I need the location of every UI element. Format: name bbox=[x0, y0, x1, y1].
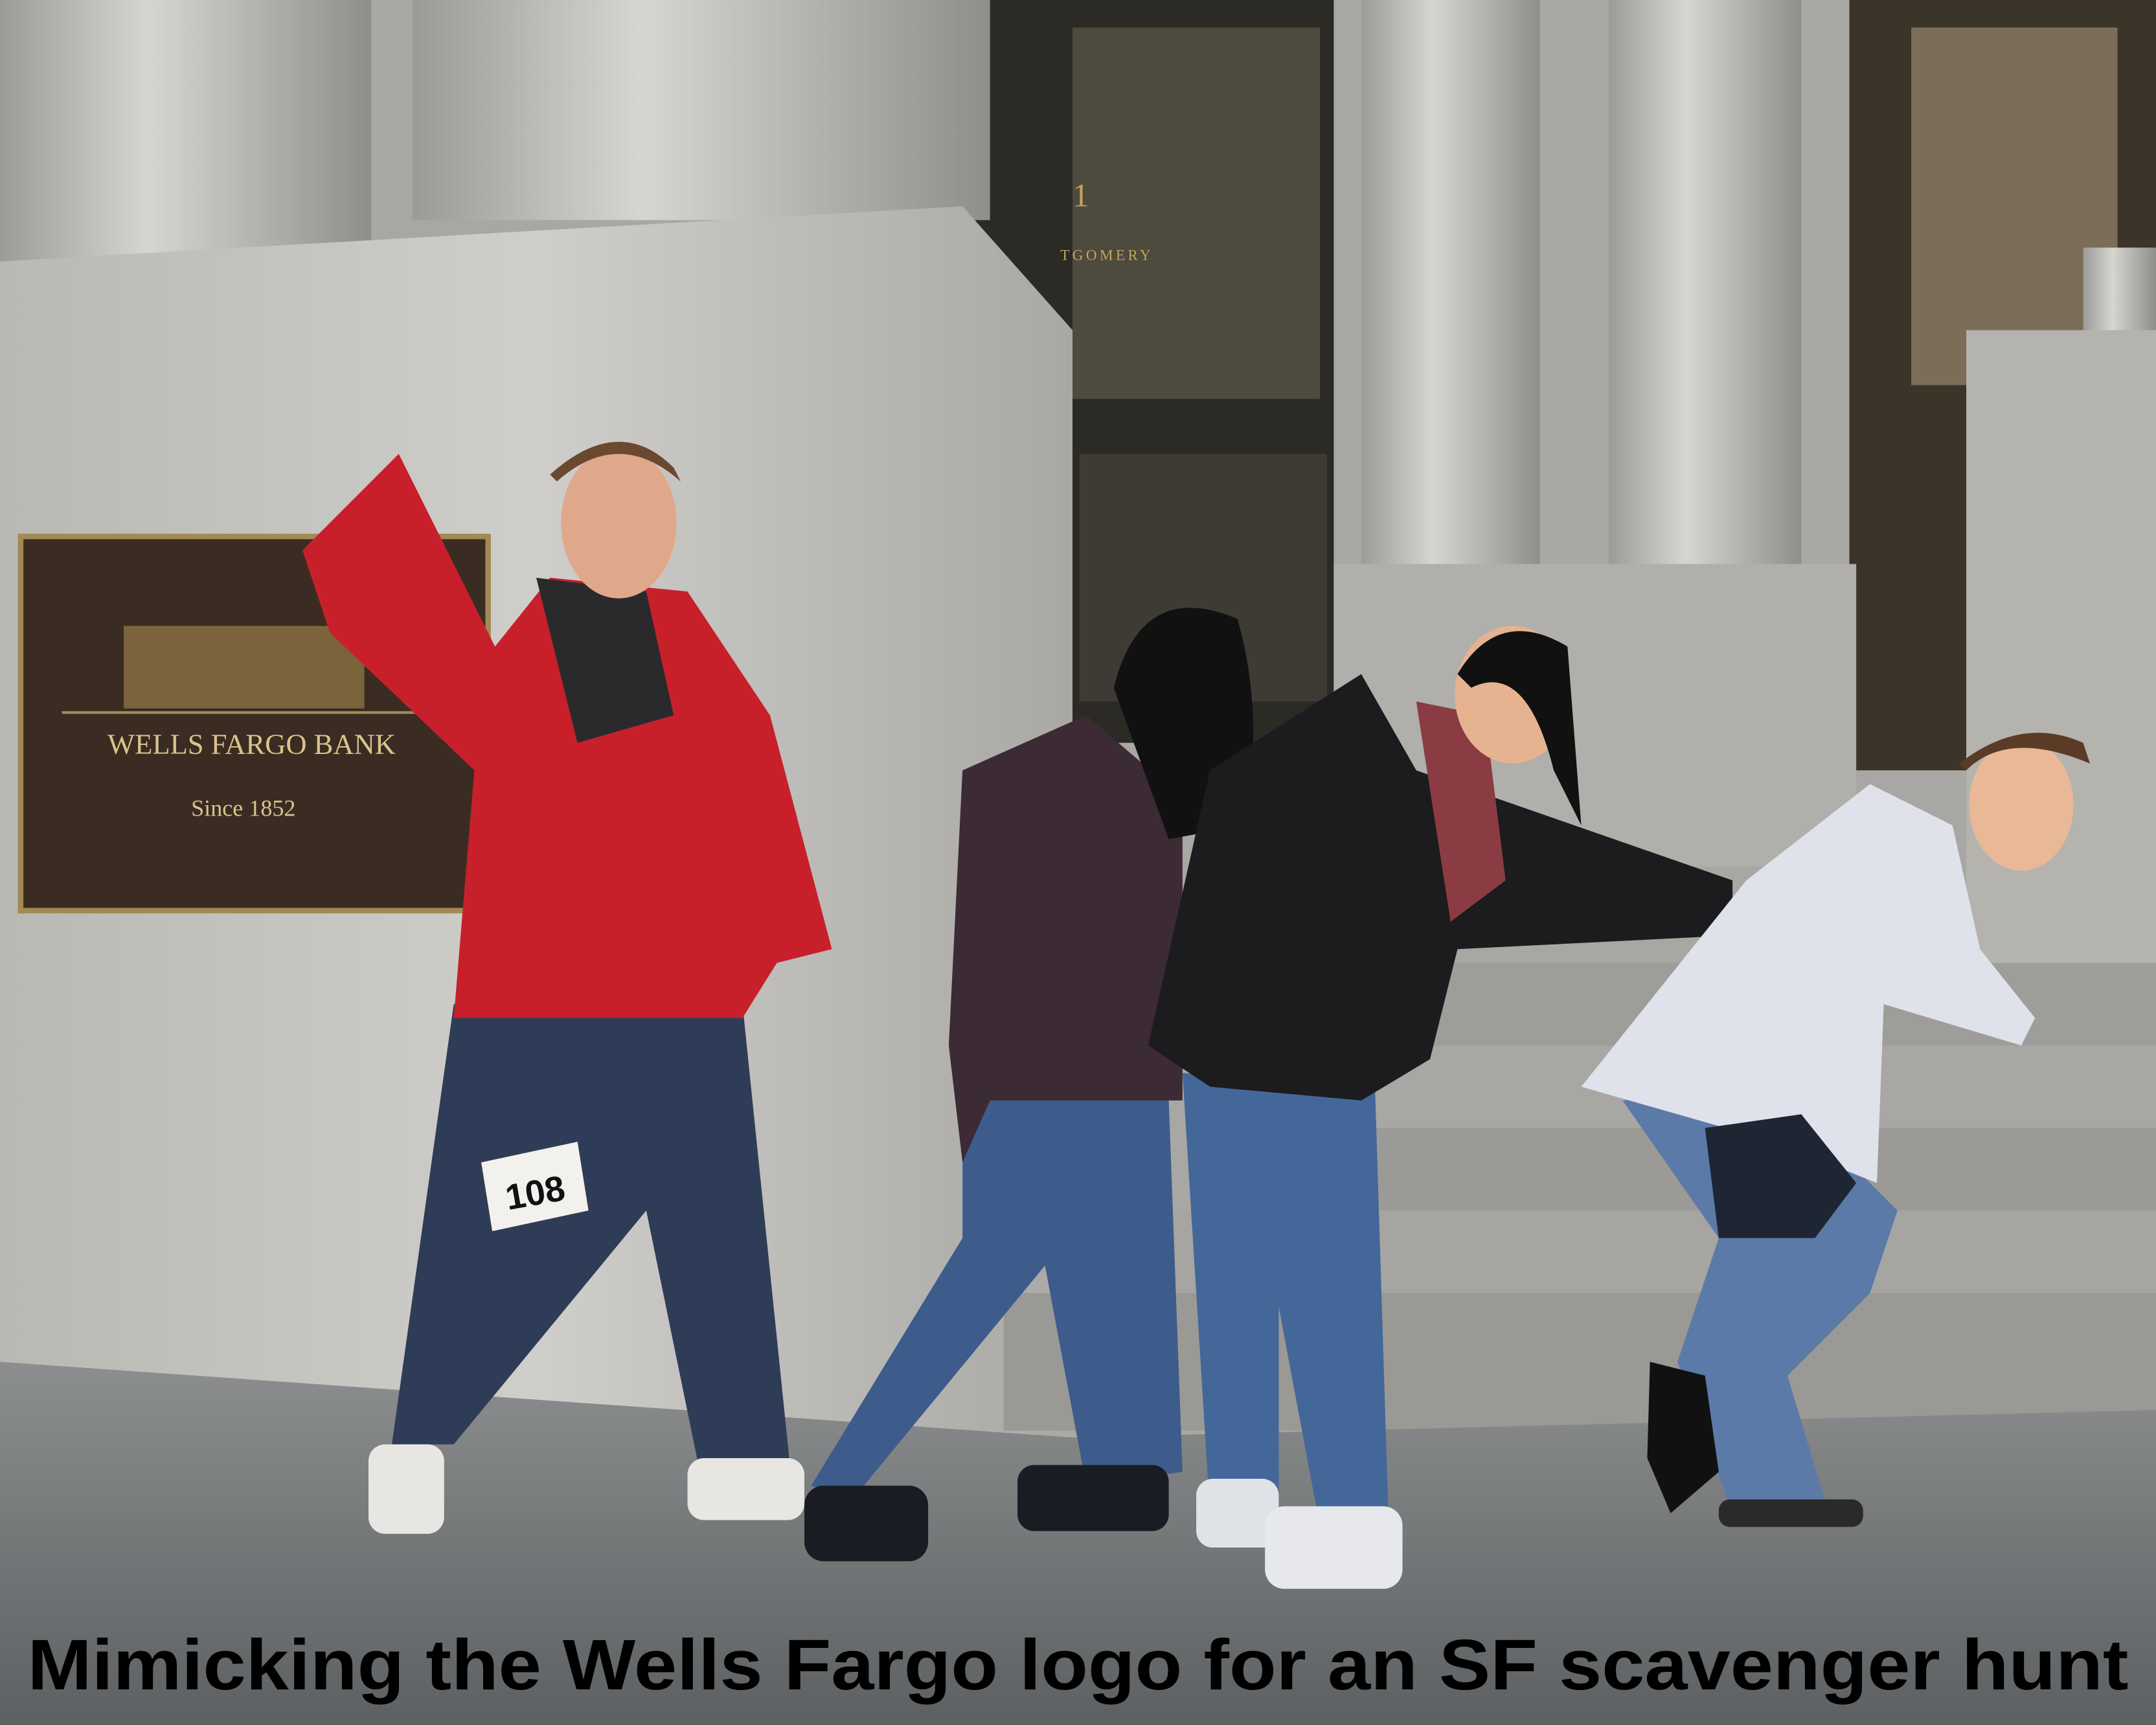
person-red-jacket: 108 bbox=[302, 442, 832, 1534]
column bbox=[0, 0, 372, 262]
column bbox=[1361, 0, 1540, 578]
plaque-title: WELLS FARGO BANK bbox=[108, 728, 396, 760]
building-sign: TGOMERY bbox=[1060, 247, 1153, 264]
door-glass bbox=[1072, 27, 1321, 399]
step bbox=[1003, 1293, 2156, 1431]
person-white-jacket bbox=[1581, 733, 2091, 1527]
building-number: 1 bbox=[1072, 178, 1089, 214]
column bbox=[2083, 247, 2156, 344]
person-black-jacket bbox=[1148, 626, 1733, 1589]
sidewalk bbox=[0, 1362, 2156, 1725]
column bbox=[412, 0, 990, 220]
column bbox=[1609, 0, 1802, 564]
stagecoach-relief bbox=[124, 626, 365, 709]
caption: Mimicking the Wells Fargo logo for an SF… bbox=[27, 1625, 2128, 1705]
person-purple-jacket bbox=[804, 608, 1254, 1562]
plaque-since: Since 1852 bbox=[191, 795, 295, 821]
side-pillar bbox=[1966, 330, 2156, 1045]
